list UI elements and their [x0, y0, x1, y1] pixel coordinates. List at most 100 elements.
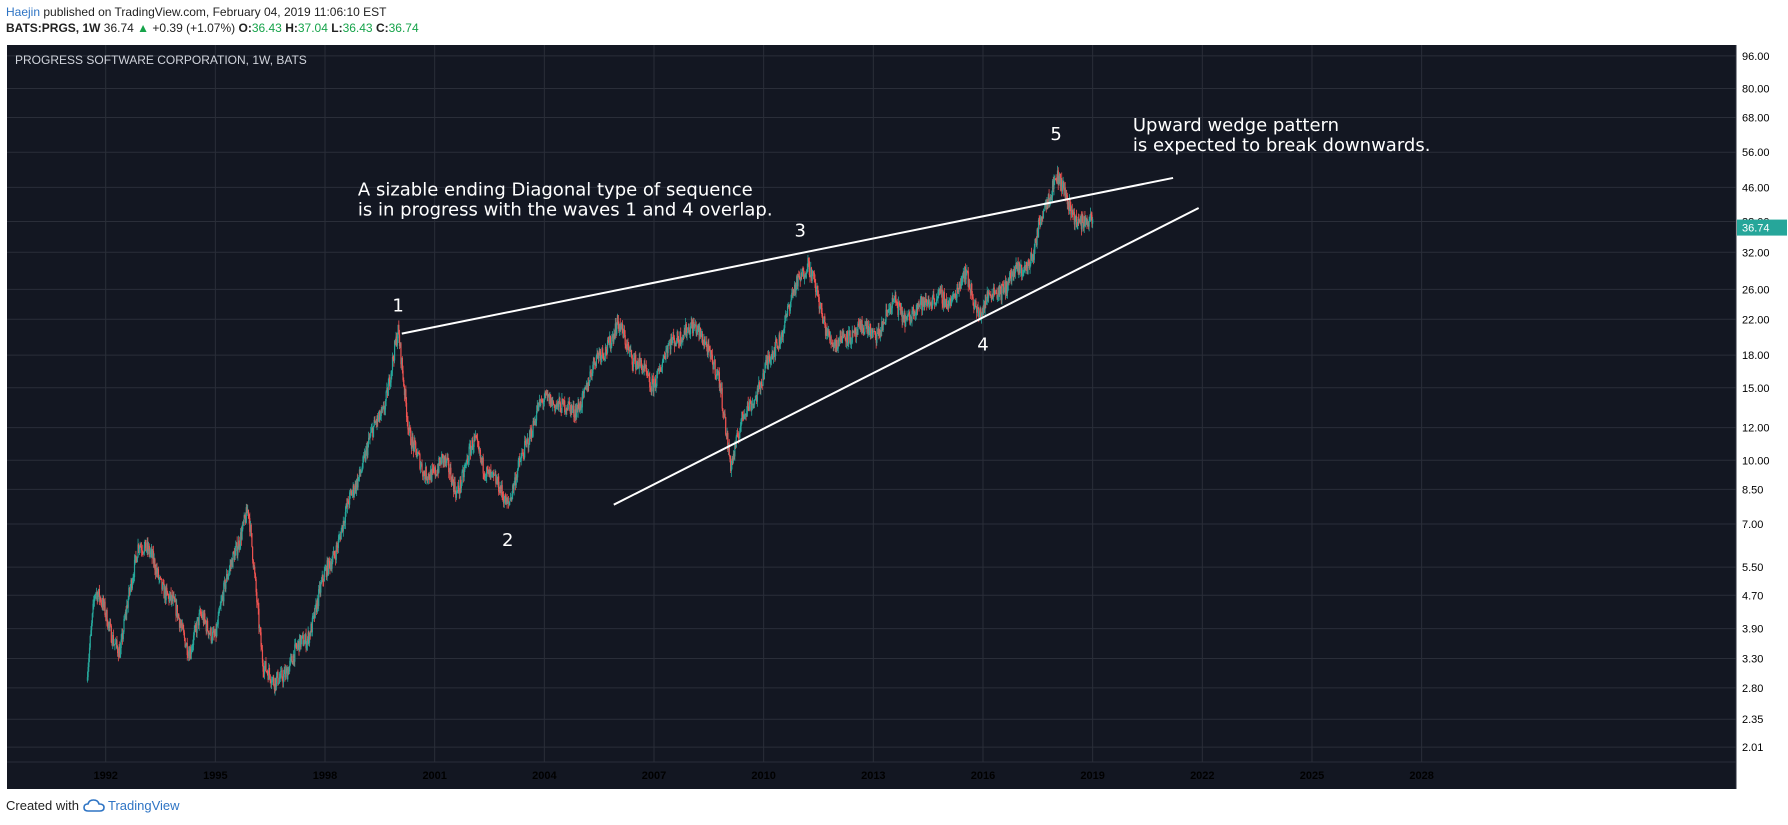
- candle-body: [943, 292, 945, 306]
- candle-body: [127, 598, 129, 608]
- candle-body: [423, 471, 425, 476]
- x-tick-label: 2016: [971, 770, 995, 782]
- candle-body: [1020, 264, 1022, 266]
- candle-body: [1056, 170, 1059, 184]
- candle-body: [328, 558, 330, 563]
- candle-body: [604, 356, 606, 359]
- candle-body: [433, 468, 435, 472]
- candle-body: [129, 587, 131, 593]
- candle-body: [1028, 260, 1030, 262]
- y-tick-label: 5.50: [1742, 562, 1763, 574]
- candle-body: [1025, 262, 1028, 267]
- candle-body: [785, 314, 787, 316]
- candle-body: [644, 363, 646, 368]
- candle-body: [154, 559, 156, 571]
- candle-body: [405, 402, 408, 418]
- candle-body: [352, 485, 354, 492]
- candle-body: [197, 617, 200, 626]
- candle-body: [100, 597, 102, 603]
- candle-body: [521, 452, 523, 457]
- candle-body: [562, 398, 564, 400]
- candle-body: [1041, 216, 1043, 220]
- candle-body: [800, 273, 802, 281]
- candle-body: [478, 446, 480, 452]
- tradingview-link[interactable]: TradingView: [83, 798, 180, 813]
- candle-body: [670, 337, 673, 344]
- candle-body: [627, 343, 629, 346]
- candle-body: [769, 359, 771, 364]
- candle-body: [327, 558, 330, 575]
- candle-body: [699, 327, 701, 337]
- candle-body: [116, 640, 118, 647]
- author-link[interactable]: Haejin: [6, 5, 41, 19]
- candle-body: [422, 471, 424, 477]
- candle-body: [666, 348, 668, 354]
- candle-body: [150, 551, 152, 553]
- candle-body: [1007, 279, 1009, 285]
- candle-body: [278, 683, 280, 684]
- candle-body: [173, 597, 176, 602]
- candle-body: [178, 614, 180, 619]
- candle-body: [431, 468, 433, 482]
- candle-body: [874, 330, 876, 332]
- candle-body: [866, 321, 868, 333]
- candle-body: [361, 467, 363, 471]
- candle-body: [279, 677, 281, 679]
- candle-body: [177, 614, 179, 618]
- plot-background: [7, 45, 1736, 789]
- candle-body: [386, 387, 389, 396]
- candle-body: [487, 470, 489, 472]
- candle-body: [1006, 281, 1008, 293]
- candle-body: [663, 356, 665, 358]
- footer: Created with TradingView: [6, 798, 180, 813]
- annotation-text: Upward wedge pattern is expected to break…: [1133, 115, 1431, 156]
- candle-body: [448, 472, 451, 474]
- candle-body: [553, 404, 555, 406]
- candle-body: [223, 582, 225, 602]
- candle-body: [1061, 184, 1064, 192]
- candle-body: [983, 304, 985, 314]
- candle-body: [916, 303, 918, 310]
- candle-body: [263, 671, 265, 674]
- candle-body: [528, 430, 531, 445]
- candle-body: [467, 460, 470, 463]
- candle-body: [247, 509, 249, 515]
- candle-body: [1040, 218, 1042, 220]
- candle-body: [365, 449, 367, 461]
- y-tick-label: 10.00: [1742, 455, 1770, 467]
- candle-body: [1084, 216, 1086, 223]
- candle-body: [673, 337, 675, 347]
- y-tick-label: 4.70: [1742, 590, 1763, 602]
- candle-body: [744, 414, 746, 416]
- candle-body: [895, 294, 897, 303]
- candle-body: [926, 302, 929, 306]
- y-tick-label: 18.00: [1742, 350, 1770, 362]
- candle-body: [820, 302, 822, 307]
- low-label: L:: [331, 21, 343, 35]
- candle-body: [234, 550, 236, 560]
- candle-body: [349, 492, 351, 505]
- candle-body: [702, 343, 704, 345]
- candle-body: [625, 344, 628, 350]
- candle-body: [505, 494, 507, 505]
- candle-body: [314, 605, 316, 618]
- candle-body: [962, 271, 964, 276]
- candle-body: [799, 279, 801, 281]
- candle-body: [805, 274, 807, 278]
- candle-body: [1002, 284, 1004, 293]
- candle-body: [388, 377, 390, 385]
- candle-body: [636, 362, 638, 364]
- candle-body: [614, 333, 616, 338]
- candle-body: [147, 542, 149, 551]
- candle-body: [910, 320, 912, 322]
- candle-body: [734, 443, 736, 457]
- candle-body: [879, 330, 881, 338]
- candle-body: [131, 582, 134, 589]
- price-axis[interactable]: 96.0080.0068.0056.0046.0038.0032.0026.00…: [1737, 51, 1787, 754]
- candle-body: [883, 322, 885, 324]
- candle-body: [335, 545, 337, 560]
- candle-body: [687, 327, 689, 333]
- candle-body: [1051, 196, 1053, 198]
- time-axis[interactable]: 1992 1995 1998 2001 2004 2007 2010 2013 2016 2019…: [93, 770, 1433, 782]
